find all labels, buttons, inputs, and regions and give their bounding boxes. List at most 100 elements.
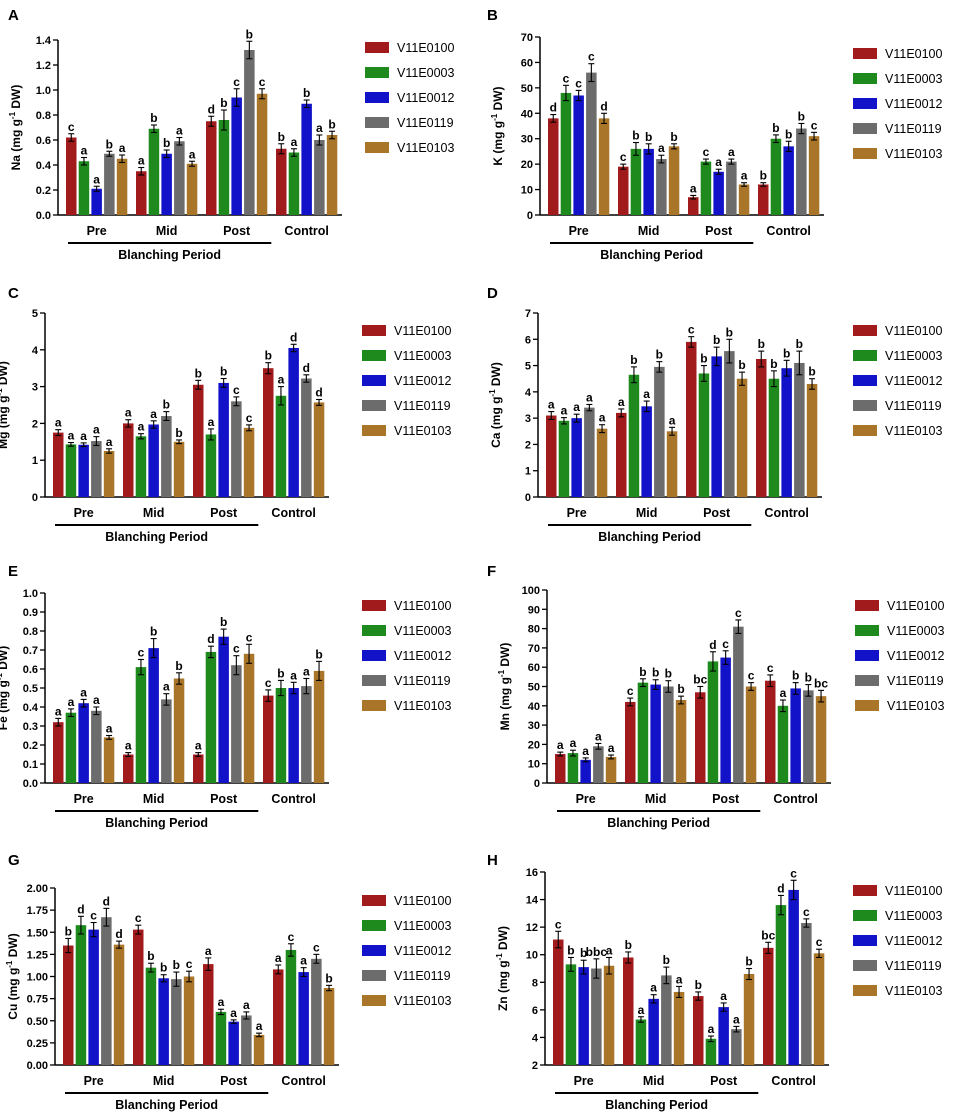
y-tick-label: 40 xyxy=(521,108,533,120)
significance-letter: d xyxy=(207,632,214,646)
y-tick-label: 50 xyxy=(528,682,540,694)
significance-letter: c xyxy=(233,642,240,656)
legend-label: V11E0012 xyxy=(885,934,943,948)
y-tick-label: 4 xyxy=(525,387,532,399)
significance-letter: c xyxy=(816,935,823,949)
significance-letter: b xyxy=(220,615,227,629)
significance-letter: a xyxy=(106,435,113,449)
legend-swatch xyxy=(362,625,386,636)
significance-letter: b xyxy=(580,946,587,960)
bar xyxy=(275,688,287,783)
bar xyxy=(781,368,792,497)
significance-letter: c xyxy=(563,71,570,85)
bar xyxy=(171,979,182,1065)
bar xyxy=(803,690,814,783)
y-tick-label: 5 xyxy=(32,308,38,320)
y-tick-label: 50 xyxy=(521,83,533,95)
bar xyxy=(584,407,595,497)
bar xyxy=(123,754,134,783)
y-tick-label: 1.2 xyxy=(36,60,51,72)
y-tick-label: 0.2 xyxy=(23,740,38,752)
y-tick-label: 0.3 xyxy=(23,721,38,733)
y-tick-label: 30 xyxy=(528,720,540,732)
significance-letter: c xyxy=(767,661,774,675)
y-tick-label: 4 xyxy=(32,345,39,357)
x-tick-label: Pre xyxy=(576,792,596,806)
panel-letter: F xyxy=(487,563,496,580)
significance-letter: b xyxy=(805,671,812,685)
y-tick-label: 0.6 xyxy=(36,135,51,147)
legend-label: V11E0100 xyxy=(394,324,452,338)
significance-letter: b xyxy=(663,953,670,967)
bar xyxy=(206,121,217,215)
bar xyxy=(218,120,230,215)
bar xyxy=(78,161,90,215)
bar xyxy=(673,991,685,1065)
bar xyxy=(186,163,198,215)
bar xyxy=(173,678,185,783)
bar xyxy=(145,967,157,1065)
bar xyxy=(580,759,591,783)
legend-swatch xyxy=(362,375,386,386)
bar xyxy=(736,378,748,497)
x-tick-label: Control xyxy=(771,1074,815,1088)
y-tick-label: 0.25 xyxy=(27,1038,48,1050)
significance-letter: b xyxy=(738,358,745,372)
bar xyxy=(758,184,769,215)
y-tick-label: 3 xyxy=(525,413,531,425)
bar xyxy=(231,665,242,783)
legend-label: V11E0119 xyxy=(397,116,454,130)
bar xyxy=(763,947,774,1065)
significance-letter: d xyxy=(600,99,607,113)
significance-letter: b xyxy=(645,130,652,144)
legend-label: V11E0012 xyxy=(397,91,455,105)
legend-swatch xyxy=(365,67,389,78)
significance-letter: a xyxy=(208,415,215,429)
significance-letter: a xyxy=(150,407,157,421)
bar xyxy=(808,136,820,215)
x-tick-label: Mid xyxy=(645,792,667,806)
y-tick-label: 0.75 xyxy=(27,994,48,1006)
significance-letter: a xyxy=(278,373,285,387)
significance-letter: d xyxy=(777,881,784,895)
bar xyxy=(686,341,697,497)
x-axis-label: Blanching Period xyxy=(118,248,221,262)
x-tick-label: Post xyxy=(710,1074,738,1088)
bar xyxy=(794,362,805,497)
bar xyxy=(53,432,64,497)
significance-letter: b xyxy=(665,667,672,681)
bar xyxy=(668,146,680,215)
y-tick-label: 0.1 xyxy=(23,759,38,771)
legend-swatch xyxy=(855,625,879,636)
legend-swatch xyxy=(853,885,877,896)
significance-letter: a xyxy=(68,429,75,443)
legend-swatch xyxy=(853,425,877,436)
chart-panel-e: E 0.0 0.1 0.2 0.3 0.4 0.5 0.6 0.7 0.8 0.9 1.0 Fe (mg… xyxy=(0,563,452,830)
bar xyxy=(775,905,787,1065)
legend-swatch xyxy=(362,945,386,956)
y-tick-label: 0.4 xyxy=(23,702,39,714)
significance-letter: a xyxy=(68,695,75,709)
legend-label: V11E0003 xyxy=(885,909,943,923)
bar xyxy=(244,50,255,215)
bar xyxy=(231,401,242,497)
significance-letter: bc xyxy=(814,676,828,690)
panel-letter: C xyxy=(8,285,19,302)
y-tick-label: 14 xyxy=(526,895,539,907)
bar xyxy=(174,141,185,215)
bar xyxy=(273,969,284,1065)
panel-letter: H xyxy=(487,852,498,869)
significance-letter: b xyxy=(630,353,637,367)
legend-label: V11E0103 xyxy=(394,994,452,1008)
significance-letter: b xyxy=(632,129,639,143)
significance-letter: b xyxy=(150,111,157,125)
x-tick-label: Post xyxy=(210,792,238,806)
x-tick-label: Mid xyxy=(153,1074,175,1088)
significance-letter: b xyxy=(147,949,154,963)
y-tick-label: 70 xyxy=(528,643,540,655)
bar xyxy=(253,1034,265,1065)
y-tick-label: 60 xyxy=(528,662,540,674)
legend-swatch xyxy=(855,600,879,611)
